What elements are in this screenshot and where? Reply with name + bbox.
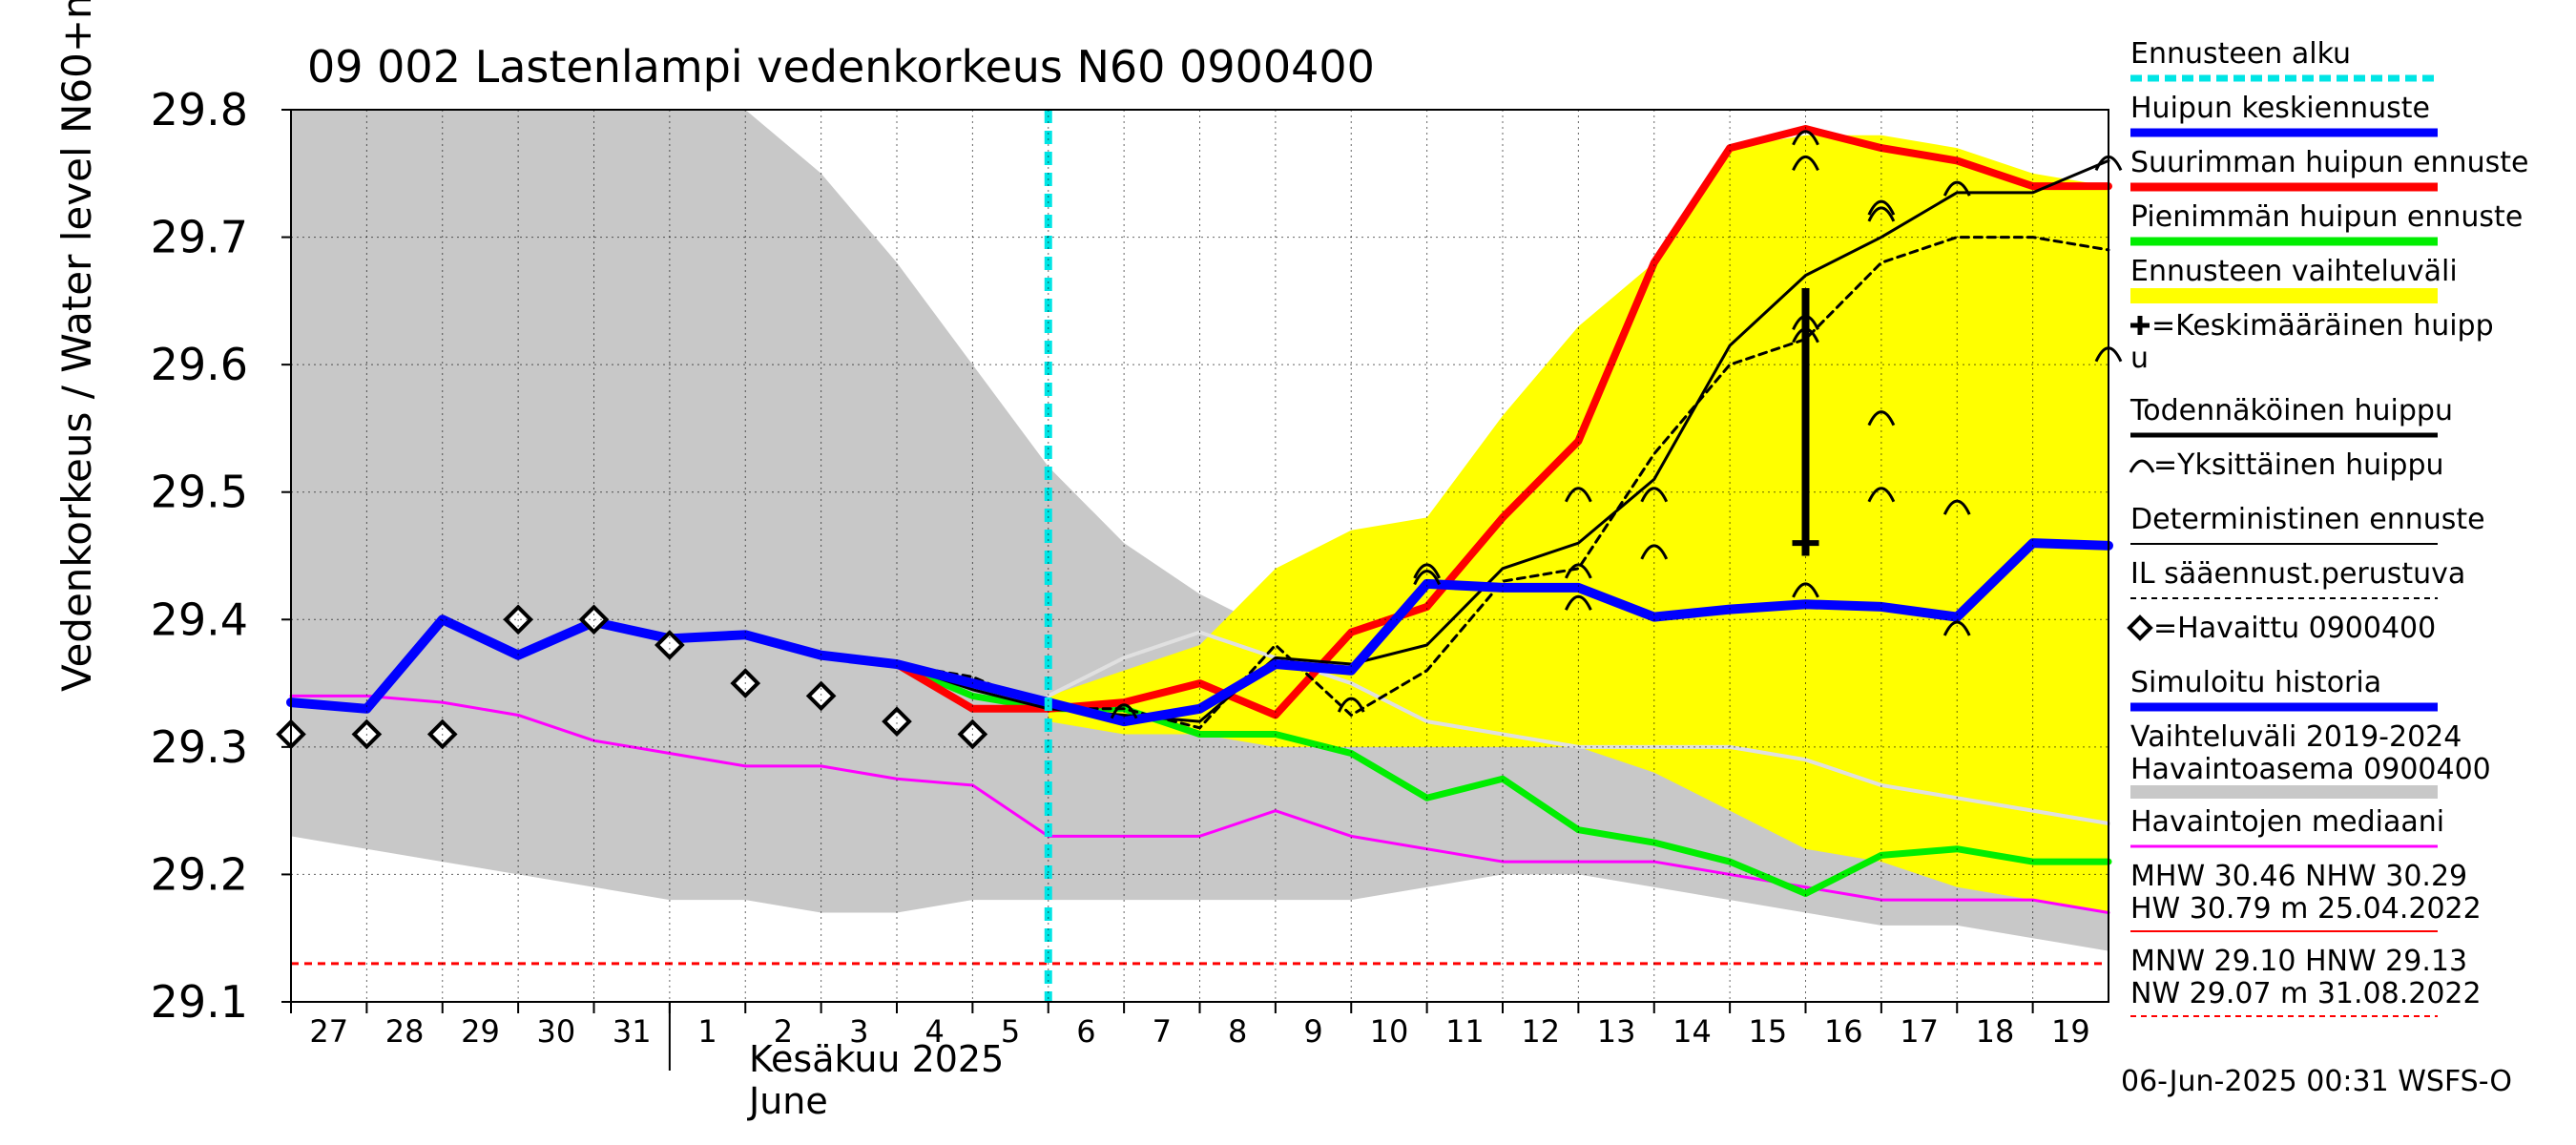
x-tick-label: 9 — [1303, 1013, 1322, 1050]
x-tick-label: 15 — [1748, 1013, 1787, 1050]
timestamp: 06-Jun-2025 00:31 WSFS-O — [2121, 1065, 2512, 1098]
single-peak-marker — [1942, 180, 1971, 197]
x-tick-label: 27 — [309, 1013, 348, 1050]
legend-label: =Havaittu 0900400 — [2153, 612, 2436, 645]
x-tick-label: 13 — [1597, 1013, 1636, 1050]
x-tick-label: 8 — [1228, 1013, 1247, 1050]
single-peak-marker — [1413, 563, 1441, 579]
legend-label-line2: HW 30.79 m 25.04.2022 — [2130, 892, 2482, 926]
legend-label: MNW 29.10 HNW 29.13 — [2130, 945, 2467, 978]
x-tick-label: 16 — [1824, 1013, 1863, 1050]
legend-label: Havaintojen mediaani — [2130, 805, 2444, 839]
x-tick-label: 2 — [774, 1013, 793, 1050]
y-axis-label: Vedenkorkeus / Water level N60+m — [53, 0, 100, 692]
legend-symbol-diamond — [2127, 614, 2153, 641]
y-tick-label: 29.6 — [151, 339, 248, 390]
single-peak-marker — [1565, 563, 1592, 579]
y-tick-label: 29.5 — [151, 467, 248, 518]
x-tick-label: 28 — [385, 1013, 425, 1050]
legend-label: Todennäköinen huippu — [2129, 394, 2453, 427]
single-peak-marker — [1792, 130, 1819, 146]
legend-label-line2: Havaintoasema 0900400 — [2130, 753, 2491, 786]
x-tick-label: 17 — [1900, 1013, 1939, 1050]
single-peak-marker — [1337, 697, 1365, 713]
legend-label: =Keskimääräinen huipp — [2151, 309, 2494, 343]
observed-point — [805, 680, 837, 712]
single-peak-marker — [1867, 410, 1896, 427]
x-tick-label: 29 — [461, 1013, 500, 1050]
legend-label: =Yksittäinen huippu — [2153, 448, 2444, 482]
y-tick-label: 29.4 — [151, 593, 248, 645]
single-peak-marker — [1110, 703, 1138, 719]
legend-label-line2: u — [2130, 342, 2149, 375]
legend-label: IL sääennust.perustuva — [2130, 557, 2465, 591]
legend-symbol-arc — [2129, 459, 2155, 473]
band-forecast_range — [1048, 135, 2109, 913]
x-tick-label: 5 — [1001, 1013, 1020, 1050]
x-tick-label: 10 — [1370, 1013, 1409, 1050]
month-label: Kesäkuu 2025 — [749, 1038, 1004, 1080]
x-tick-label: 3 — [849, 1013, 868, 1050]
legend-label: Simuloitu historia — [2130, 666, 2381, 699]
x-tick-label: 31 — [613, 1013, 652, 1050]
x-tick-label: 11 — [1445, 1013, 1485, 1050]
x-tick-label: 7 — [1153, 1013, 1172, 1050]
single-peak-marker — [1792, 582, 1819, 598]
legend-label: Vaihteluväli 2019-2024 — [2130, 720, 2462, 754]
legend-label: MHW 30.46 NHW 30.29 — [2130, 860, 2467, 893]
legend-label: Pienimmän huipun ennuste — [2130, 200, 2523, 234]
single-peak-marker — [1942, 499, 1971, 515]
series-min_peak — [893, 660, 2112, 897]
y-tick-label: 29.8 — [151, 84, 248, 135]
x-tick-label: 18 — [1976, 1013, 2015, 1050]
x-tick-label: 4 — [925, 1013, 945, 1050]
legend-label: Huipun keskiennuste — [2130, 92, 2430, 125]
legend: Ennusteen alku Huipun keskiennuste Suurimm… — [2127, 37, 2528, 1017]
observed-point — [654, 630, 685, 660]
legend-label: Suurimman huipun ennuste — [2130, 146, 2528, 179]
x-tick-label: 1 — [697, 1013, 717, 1050]
legend-label-line2: NW 29.07 m 31.08.2022 — [2130, 977, 2482, 1010]
legend-label: Ennusteen vaihteluväli — [2130, 255, 2458, 288]
x-tick-label: 30 — [536, 1013, 575, 1050]
legend-label: Ennusteen alku — [2130, 37, 2351, 71]
x-tick-label: 14 — [1672, 1013, 1712, 1050]
y-tick-label: 29.3 — [151, 721, 248, 773]
single-peak-marker — [1942, 620, 1971, 636]
chart-title: 09 002 Lastenlampi vedenkorkeus N60 0900… — [307, 41, 1375, 93]
month-label-en: June — [747, 1080, 828, 1122]
x-tick-label: 19 — [2051, 1013, 2090, 1050]
y-tick-label: 29.7 — [151, 212, 248, 263]
y-tick-label: 29.2 — [151, 848, 248, 900]
single-peak-marker — [1413, 570, 1441, 586]
axes: 29.829.729.629.529.429.329.229.127 28 29 30… — [151, 84, 2109, 1071]
y-tick-label: 29.1 — [151, 976, 248, 1028]
legend-label: Deterministinen ennuste — [2130, 503, 2485, 536]
x-tick-label: 12 — [1521, 1013, 1560, 1050]
x-tick-label: 6 — [1076, 1013, 1095, 1050]
